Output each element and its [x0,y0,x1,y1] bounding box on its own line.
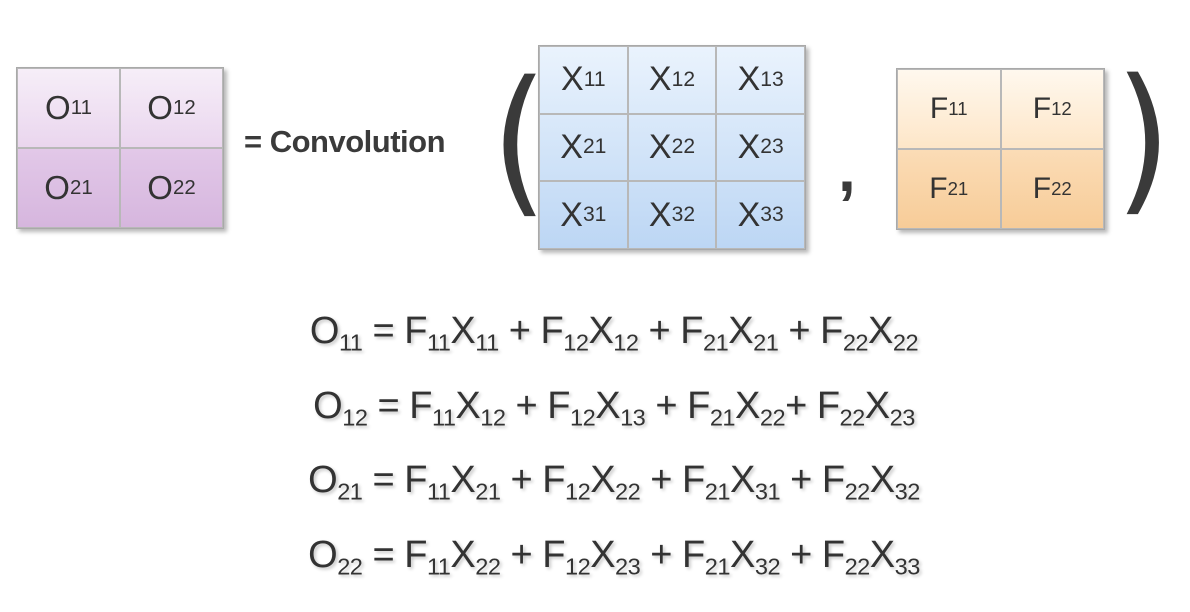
input-matrix: X 11 X 12 X 13 X 21 X 22 X 23 X 31 X 32 X 33 [538,45,806,250]
output-matrix: O 11 O 12 O 21 O 22 [16,67,224,229]
output-matrix-cell: O 22 [120,148,223,228]
close-parenthesis: ) [1115,44,1172,231]
input-matrix-cell: X 23 [716,113,805,182]
argument-separator: , [838,133,856,205]
equation-o21: O21 = F11X21 + F12X22 + F21X31 + F22X32 [308,459,920,505]
equation-o22: O22 = F11X22 + F12X23 + F21X32 + F22X33 [308,534,920,580]
equals-convolution-label: = Convolution [244,124,446,159]
filter-matrix-cell: F 12 [1000,69,1104,149]
input-matrix-cell: X 11 [539,46,628,114]
input-matrix-cell: X 33 [716,181,805,249]
input-matrix-cell: X 32 [627,181,717,249]
input-matrix-cell: X 13 [716,46,805,114]
filter-matrix-cell: F 11 [897,69,1001,149]
open-parenthesis: ( [491,46,548,233]
filter-matrix-cell: F 22 [1000,149,1104,229]
filter-matrix: F 11 F 12 F 21 F 22 [896,68,1105,230]
input-matrix-cell: X 12 [627,46,717,114]
equation-o11: O11 = F11X11 + F12X12 + F21X21 + F22X22 [309,310,919,356]
input-matrix-cell: X 31 [539,181,628,249]
equation-o12: O12 = F11X12 + F12X13 + F21X22+ F22X23 [313,385,915,431]
output-matrix-cell: O 12 [120,68,223,148]
input-matrix-cell: X 21 [539,113,628,182]
input-matrix-cell: X 22 [627,113,717,182]
filter-matrix-cell: F 21 [897,149,1001,229]
output-matrix-cell: O 21 [17,148,120,228]
output-matrix-cell: O 11 [17,68,120,148]
